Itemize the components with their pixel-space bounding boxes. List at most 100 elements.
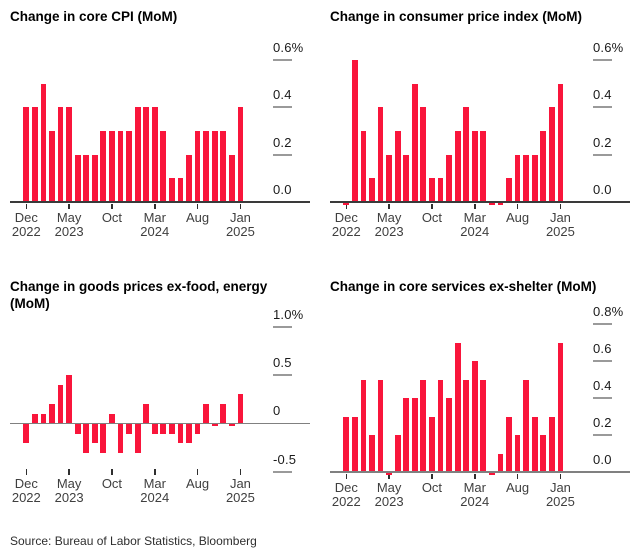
y-tick-label: 0.2 [593, 134, 612, 150]
bar [74, 424, 81, 434]
bar [480, 130, 487, 202]
bar [109, 130, 115, 202]
bar [203, 403, 210, 424]
bar [471, 130, 478, 202]
bar [420, 107, 427, 202]
bar [228, 154, 235, 202]
bar [411, 83, 418, 202]
bar [446, 154, 452, 202]
y-tick-dash [593, 106, 612, 109]
bar [143, 403, 150, 424]
bar [429, 416, 435, 472]
y-tick-dash [273, 58, 292, 61]
chart-panel-core-goods: Change in goods prices ex-food, energy (… [10, 270, 310, 530]
bar [394, 435, 401, 472]
x-tick-mark [111, 203, 113, 209]
x-tick-label: Mar 2024 [140, 475, 170, 505]
bar [194, 424, 201, 434]
x-tick-mark [239, 203, 242, 209]
y-tick-label: 0.8% [593, 304, 624, 319]
y-tick-dash [593, 323, 612, 325]
y-tick-dash [593, 434, 612, 436]
x-axis-line [10, 201, 310, 203]
x-tick-mark [25, 469, 28, 475]
x-tick-mark [345, 203, 348, 209]
y-tick-label: 0.0 [593, 182, 612, 197]
x-tick-mark [431, 473, 433, 479]
x-tick-label: Dec 2022 [331, 480, 361, 509]
bar [386, 472, 393, 475]
x-tick-mark [388, 203, 390, 209]
bar [23, 107, 30, 202]
bar [531, 154, 538, 202]
x-tick-label: Mar 2024 [140, 210, 170, 239]
x-tick-label: Aug [506, 480, 530, 495]
x-tick-mark [388, 473, 390, 479]
bar [57, 384, 64, 424]
bar [523, 379, 530, 472]
bar [40, 413, 47, 424]
bar [211, 130, 218, 202]
y-tick-label: 0.4 [593, 378, 612, 393]
bar [471, 361, 478, 472]
bar [49, 403, 55, 424]
y-tick-label: 0.6 [593, 341, 612, 356]
bar [177, 178, 184, 202]
y-tick-label: 0.5 [273, 354, 292, 370]
chart-panel-consumer-price-index: Change in consumer price index (MoM) 0.6… [330, 0, 630, 250]
bar [169, 424, 175, 434]
y-tick-label: 1.0% [273, 306, 304, 322]
x-tick-label: Mar 2024 [460, 210, 490, 239]
bar [49, 130, 55, 202]
bar [411, 398, 418, 472]
x-tick-label: May 2023 [54, 210, 84, 239]
chart-panel-core-services: Change in core services ex-shelter (MoM)… [330, 270, 630, 530]
x-tick-label: Jan 2025 [225, 475, 255, 505]
chart-plot-consumer-price-index: 0.6% 0.4 0.2 0.0 Dec 2022 May 2023 Oct Mar 2024 Aug… [330, 0, 630, 250]
y-tick-label: 0.6% [273, 39, 304, 55]
bar [91, 424, 98, 444]
chart-title: Change in consumer price index (MoM) [330, 9, 583, 24]
bar [220, 403, 227, 424]
bar [151, 424, 158, 434]
chart-plot-core-services: 0.8% 0.6 0.4 0.2 0.0 Dec 2022 May 2023 Oct Mar 2024… [330, 270, 630, 530]
bar [31, 107, 38, 202]
bar [420, 379, 427, 472]
x-tick-label: Dec 2022 [11, 475, 41, 505]
bar [437, 178, 444, 202]
bar [126, 130, 132, 202]
x-tick-label: Jan 2025 [225, 210, 255, 239]
x-axis-line [330, 471, 630, 473]
x-tick-label: Jan 2025 [545, 210, 575, 239]
x-tick-mark [196, 469, 199, 475]
bar [540, 435, 547, 472]
bar [514, 154, 521, 202]
bar [557, 83, 564, 202]
x-tick-mark [473, 473, 476, 479]
x-tick-mark [345, 473, 348, 479]
bar [100, 424, 107, 454]
x-tick-label: Oct [421, 210, 443, 225]
x-tick-mark [153, 469, 156, 475]
bar [360, 130, 367, 202]
bar [237, 394, 244, 424]
x-tick-label: Oct [101, 210, 123, 225]
x-tick-mark [196, 203, 199, 209]
bar [57, 107, 64, 202]
x-tick-mark [559, 203, 562, 209]
bar [386, 154, 393, 202]
x-tick-label: Oct [101, 475, 123, 491]
chart-plot-core-goods: 1.0% 0.5 0 -0.5 Dec 2022 May 2023 Oct Mar 2024 Aug J… [10, 270, 310, 530]
bar [343, 202, 350, 205]
bar [151, 107, 158, 202]
bar [523, 154, 530, 202]
bar [557, 342, 564, 472]
bar [480, 379, 487, 472]
x-tick-label: May 2023 [374, 480, 404, 509]
bar [463, 107, 470, 202]
x-tick-mark [239, 469, 242, 475]
x-tick-mark [153, 203, 156, 209]
bar [360, 379, 367, 472]
bar [489, 472, 495, 475]
